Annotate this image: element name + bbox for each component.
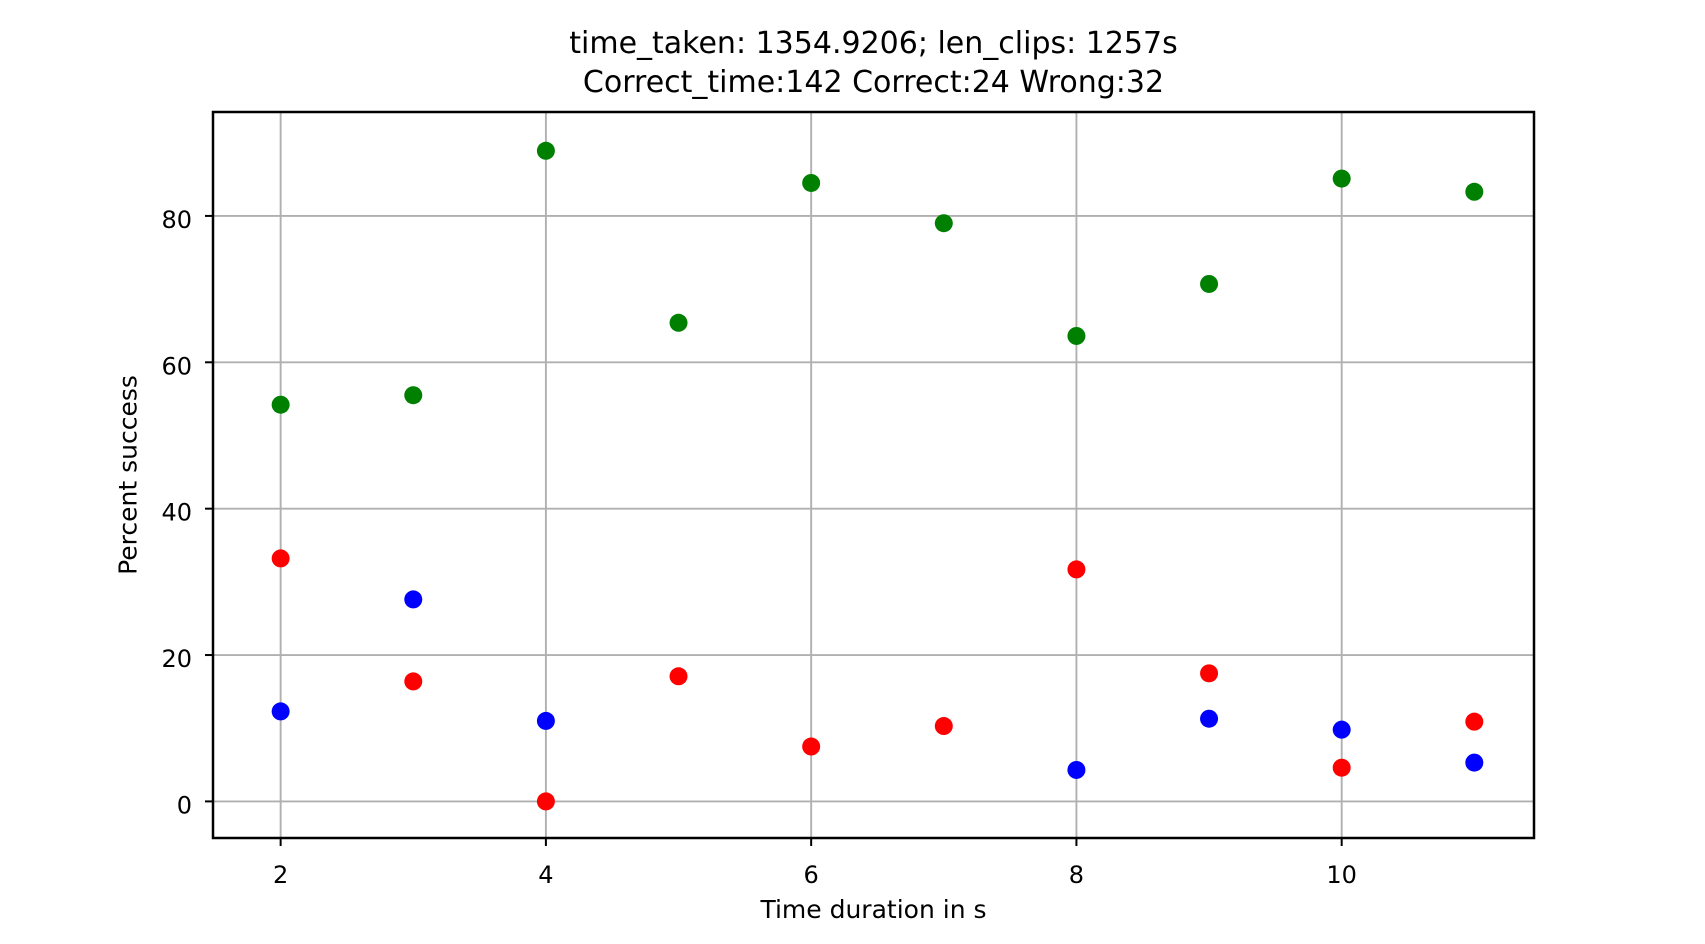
data-point-green [934, 214, 953, 233]
data-point-red [669, 667, 688, 686]
x-tick-label: 4 [538, 861, 553, 889]
y-tick-label: 20 [161, 645, 192, 673]
data-point-green [536, 141, 555, 160]
data-point-red [271, 549, 290, 568]
data-point-blue [1200, 709, 1219, 728]
data-point-blue [536, 711, 555, 730]
data-point-green [802, 173, 821, 192]
data-point-green [1067, 326, 1086, 345]
data-point-green [669, 313, 688, 332]
data-point-red [1465, 712, 1484, 731]
data-point-blue [271, 702, 290, 721]
data-point-red [1332, 758, 1351, 777]
chart-title: time_taken: 1354.9206; len_clips: 1257s … [213, 24, 1534, 102]
data-point-red [802, 737, 821, 756]
y-tick-label: 80 [161, 206, 192, 234]
data-point-green [1200, 274, 1219, 293]
y-tick-label: 0 [177, 791, 192, 819]
data-point-red [536, 792, 555, 811]
data-point-blue [404, 590, 423, 609]
data-point-blue [1067, 760, 1086, 779]
data-point-blue [1465, 753, 1484, 772]
x-tick-label: 6 [804, 861, 819, 889]
data-point-red [1067, 560, 1086, 579]
data-point-green [404, 386, 423, 405]
data-point-red [934, 717, 953, 736]
data-point-red [404, 672, 423, 691]
x-tick-label: 2 [273, 861, 288, 889]
data-point-green [1332, 169, 1351, 188]
data-point-red [1200, 664, 1219, 683]
x-tick-label: 10 [1326, 861, 1357, 889]
data-point-green [1465, 182, 1484, 201]
x-axis-label: Time duration in s [760, 895, 987, 924]
chart-title-line2: Correct_time:142 Correct:24 Wrong:32 [582, 65, 1165, 100]
data-point-blue [1332, 720, 1351, 739]
y-tick-label: 40 [161, 499, 192, 527]
x-tick-label: 8 [1069, 861, 1084, 889]
plot-area-border [211, 110, 1536, 840]
data-point-green [271, 395, 290, 414]
chart-title-line1: time_taken: 1354.9206; len_clips: 1257s [569, 26, 1178, 61]
y-tick-label: 60 [161, 352, 192, 380]
